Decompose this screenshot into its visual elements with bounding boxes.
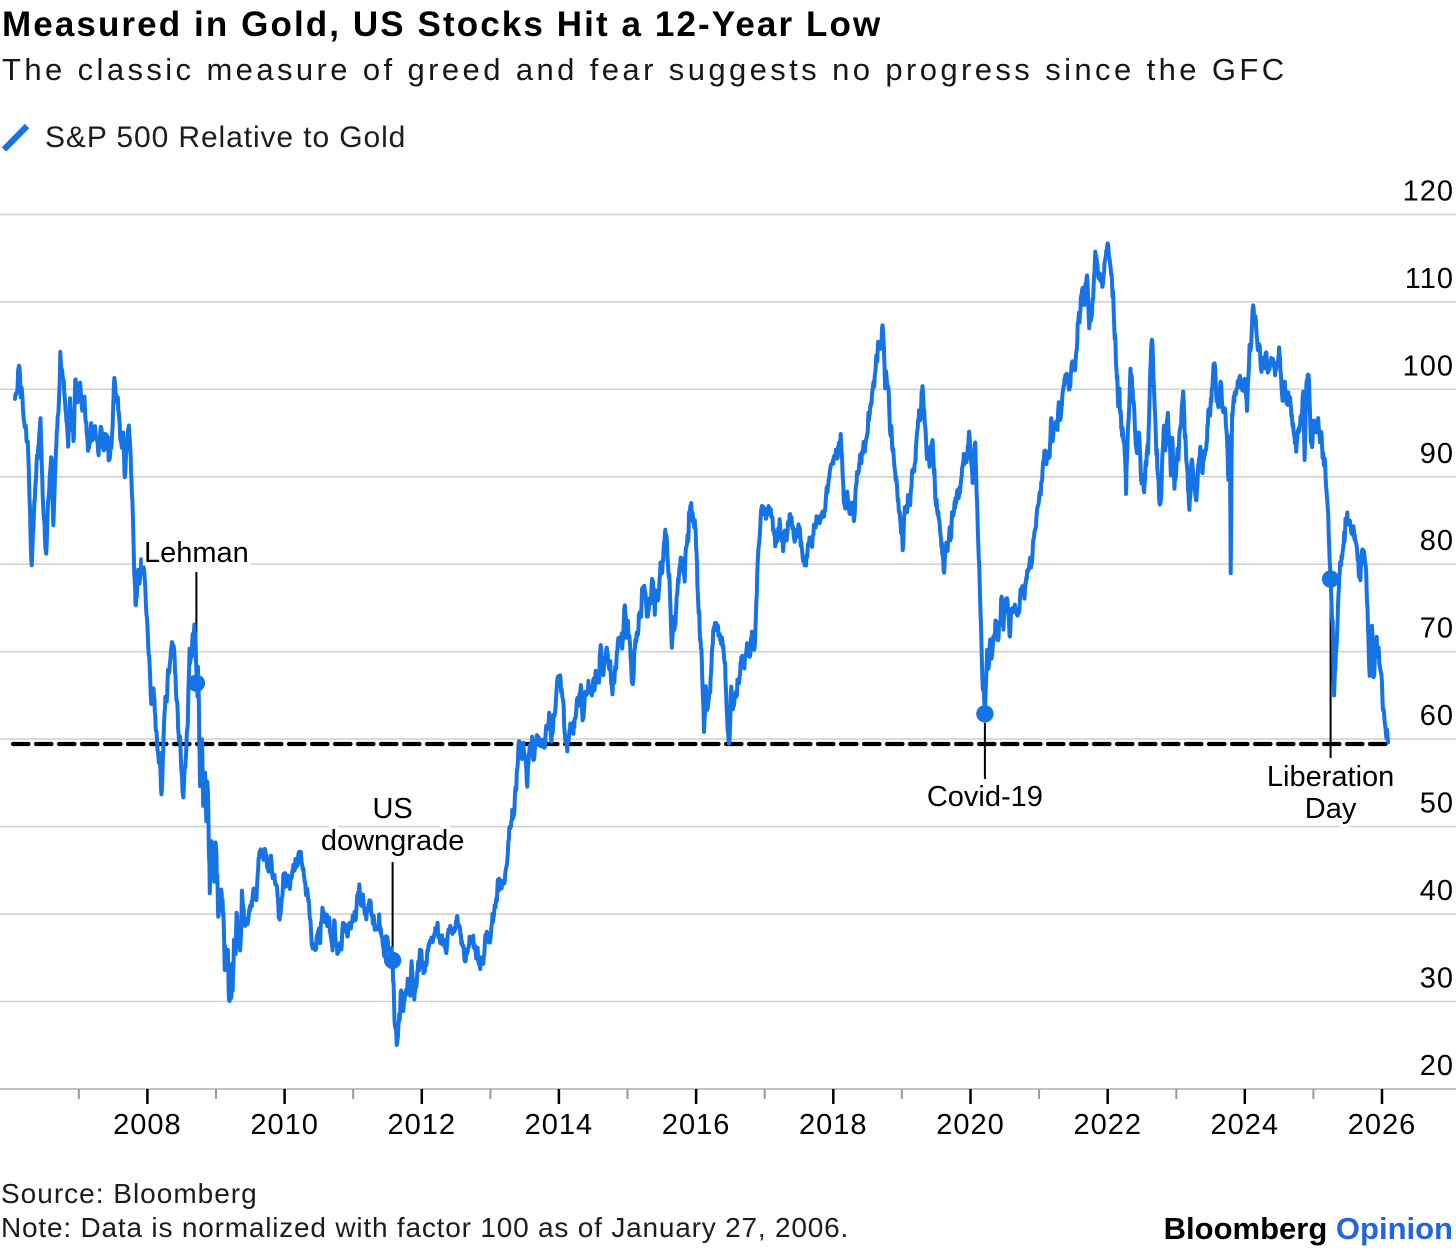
svg-text:Day: Day <box>1305 793 1357 825</box>
svg-text:Covid-19: Covid-19 <box>927 781 1043 813</box>
svg-text:50: 50 <box>1420 788 1454 820</box>
svg-text:30: 30 <box>1420 963 1454 995</box>
svg-text:80: 80 <box>1420 525 1454 557</box>
svg-text:2012: 2012 <box>388 1109 457 1141</box>
svg-text:Lehman: Lehman <box>144 537 249 569</box>
svg-text:2026: 2026 <box>1348 1109 1417 1141</box>
svg-text:US: US <box>372 793 412 825</box>
svg-text:110: 110 <box>1405 263 1454 295</box>
svg-text:20: 20 <box>1420 1050 1454 1082</box>
svg-text:120: 120 <box>1403 175 1454 207</box>
svg-text:Liberation: Liberation <box>1267 761 1394 793</box>
svg-text:100: 100 <box>1403 350 1454 382</box>
svg-text:downgrade: downgrade <box>321 825 465 857</box>
svg-text:2016: 2016 <box>662 1109 731 1141</box>
svg-text:2024: 2024 <box>1211 1109 1280 1141</box>
svg-text:2022: 2022 <box>1073 1109 1142 1141</box>
svg-text:70: 70 <box>1420 613 1454 645</box>
svg-text:60: 60 <box>1420 700 1454 732</box>
svg-text:2014: 2014 <box>525 1109 594 1141</box>
svg-text:2018: 2018 <box>799 1109 868 1141</box>
svg-text:40: 40 <box>1420 875 1454 907</box>
svg-text:90: 90 <box>1420 438 1454 470</box>
svg-text:2020: 2020 <box>936 1109 1005 1141</box>
svg-text:2008: 2008 <box>113 1109 182 1141</box>
svg-text:2010: 2010 <box>250 1109 319 1141</box>
